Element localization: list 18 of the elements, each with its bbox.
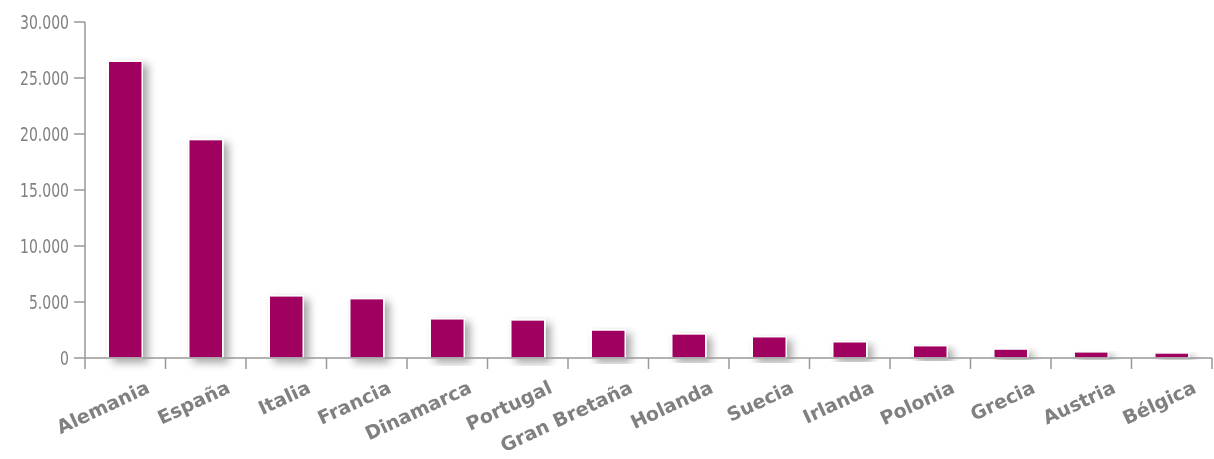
bar — [268, 295, 304, 359]
y-tick-label: 0 — [60, 347, 69, 370]
y-tick-label: 15.000 — [20, 179, 69, 202]
bar — [510, 319, 546, 359]
y-tick-label: 30.000 — [20, 11, 69, 34]
y-tick-label: 5.000 — [28, 291, 69, 314]
bar — [107, 60, 143, 359]
bar — [751, 335, 787, 359]
bar — [429, 318, 465, 359]
bar — [188, 138, 224, 359]
bar — [832, 341, 868, 359]
y-tick-label: 10.000 — [20, 235, 69, 258]
y-tick-label: 20.000 — [20, 123, 69, 146]
bar — [671, 333, 707, 359]
y-tick-label: 25.000 — [20, 67, 69, 90]
x-tick-label: Italia — [254, 375, 314, 419]
bar — [349, 297, 385, 359]
bar — [590, 329, 626, 359]
